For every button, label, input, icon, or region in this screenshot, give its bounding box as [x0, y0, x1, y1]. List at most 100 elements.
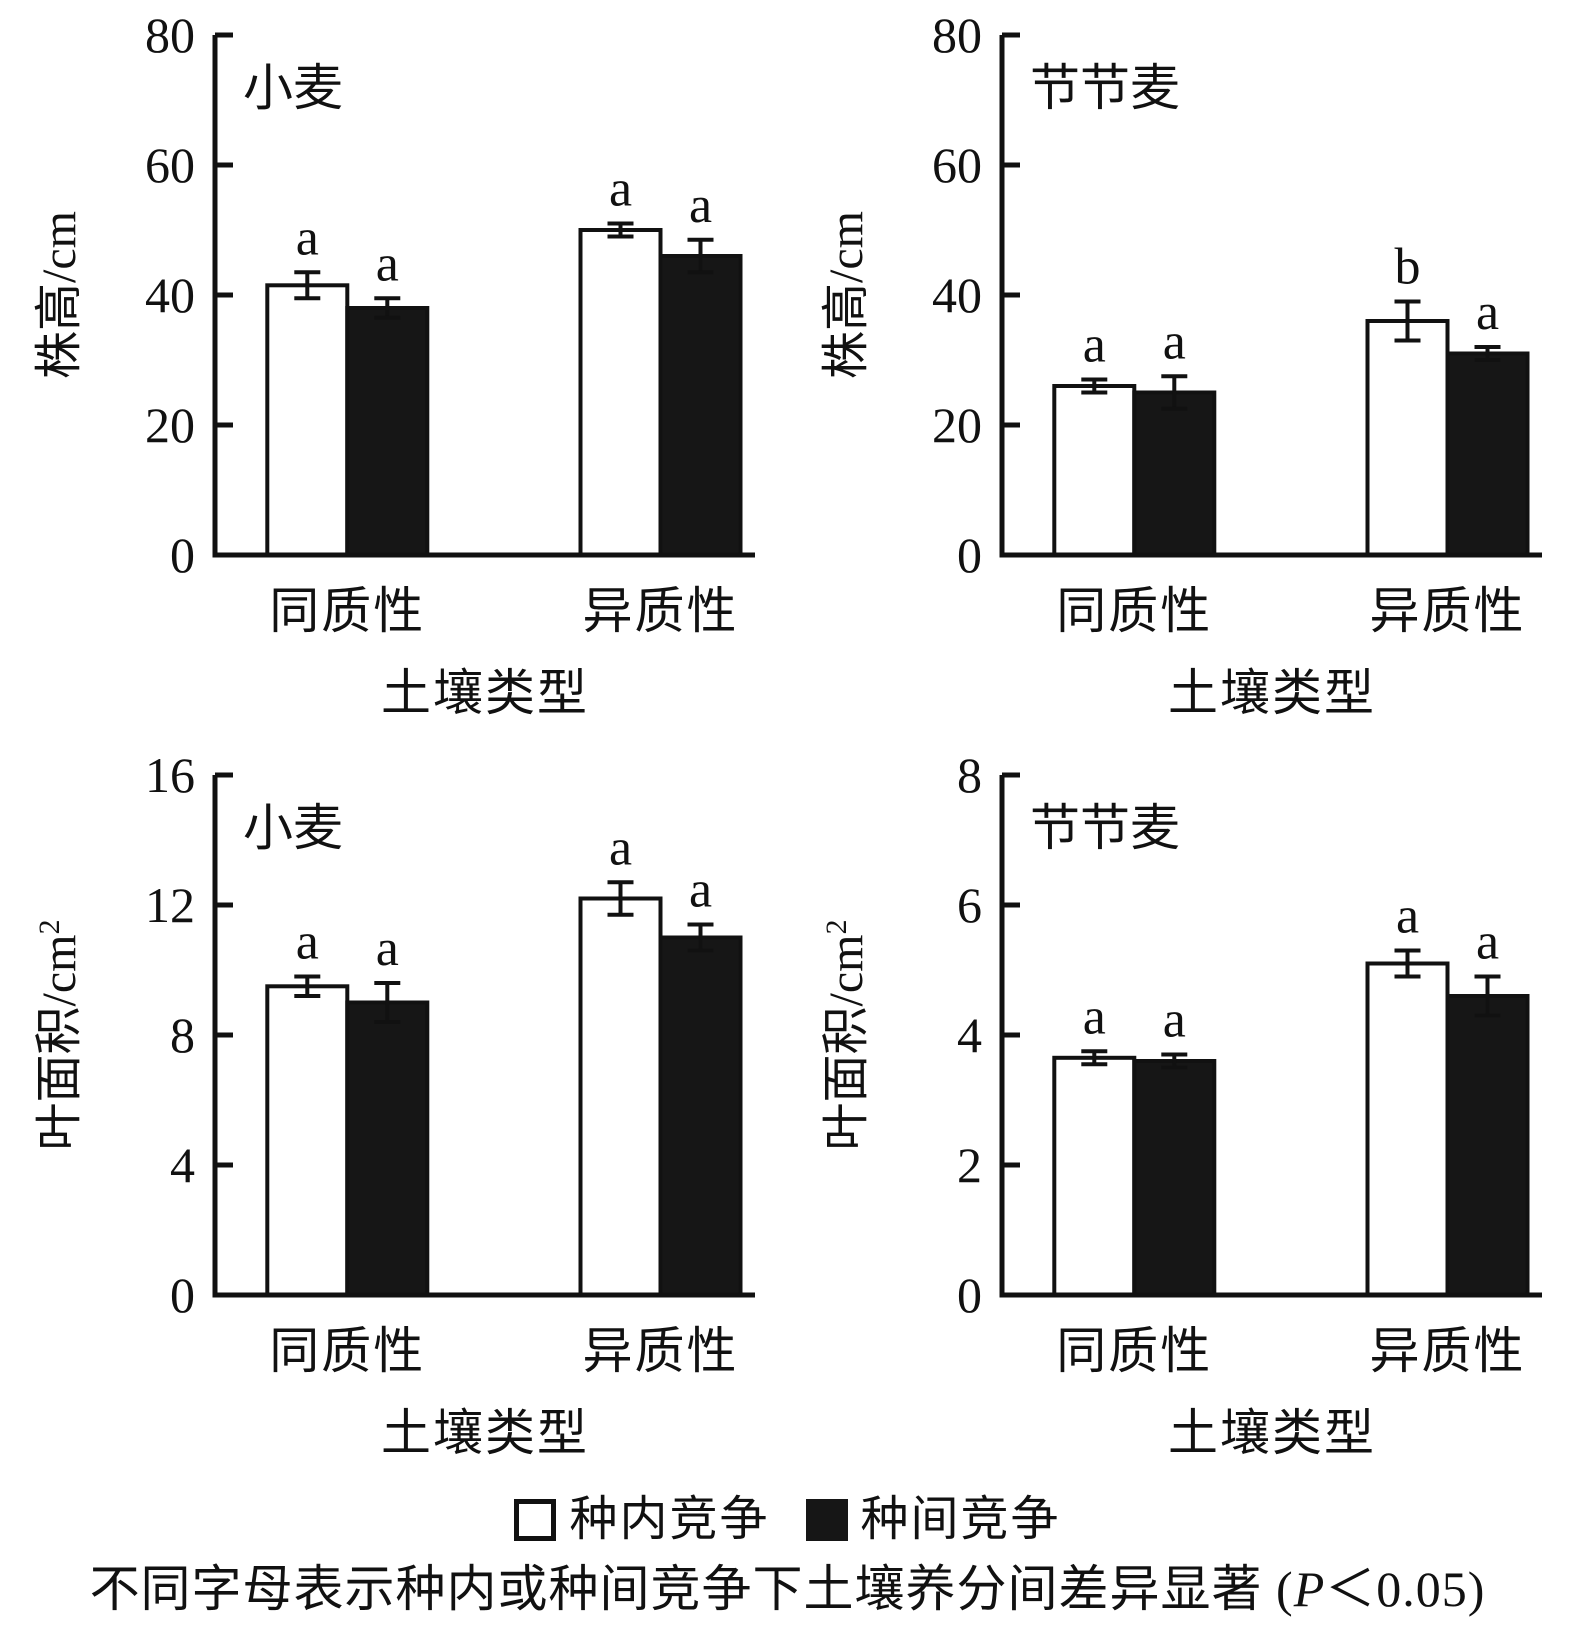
- bar-intraspecific-1: [578, 228, 663, 557]
- error-bar-interspecific-0: [1161, 1052, 1188, 1070]
- x-category-label-0: 同质性: [269, 583, 425, 639]
- bar-interspecific-1: [1445, 351, 1530, 557]
- bar-intraspecific-0: [1052, 384, 1137, 557]
- error-bar-interspecific-0: [1161, 374, 1188, 411]
- error-bar-interspecific-1: [1474, 974, 1501, 1018]
- y-tick-label-4: 4: [957, 1007, 982, 1063]
- sig-letter-intraspecific-0: a: [1083, 988, 1106, 1045]
- sig-letter-interspecific-0: a: [376, 235, 399, 292]
- error-bar-interspecific-1: [687, 922, 714, 953]
- bar-intraspecific-1: [578, 896, 663, 1297]
- axes: [212, 35, 755, 558]
- sig-letter-interspecific-1: a: [1476, 284, 1499, 341]
- sig-letter-intraspecific-1: b: [1395, 239, 1421, 296]
- axes: [999, 35, 1542, 558]
- error-bar-interspecific-1: [687, 237, 714, 275]
- x-axis-label: 土壤类型: [1168, 665, 1376, 721]
- caption-p-italic: P: [1293, 1561, 1326, 1617]
- panel-label: 小麦: [243, 800, 343, 856]
- sig-letter-interspecific-0: a: [1163, 313, 1186, 370]
- bar-intraspecific-0: [265, 283, 350, 558]
- caption-text: 不同字母表示种内或种间竞争下土壤养分间差异显著 (: [89, 1561, 1294, 1617]
- bar-interspecific-0: [345, 306, 430, 557]
- error-bar-intraspecific-0: [294, 974, 321, 998]
- interspecific-swatch-icon: [805, 1499, 848, 1541]
- error-bar-intraspecific-0: [294, 270, 321, 301]
- bar-interspecific-0: [1132, 1059, 1217, 1297]
- bar-interspecific-1: [658, 254, 743, 557]
- legend-item-intraspecific: 种内竞争: [514, 1496, 769, 1544]
- y-axis-label: 株高/cm: [820, 211, 873, 379]
- panel-label: 节节麦: [1030, 800, 1180, 856]
- x-category-label-1: 异质性: [1370, 583, 1526, 639]
- sig-letter-interspecific-1: a: [1476, 914, 1499, 971]
- axes: [999, 775, 1542, 1298]
- error-bar-intraspecific-1: [607, 221, 634, 239]
- y-axis-label: 株高/cm: [33, 211, 86, 379]
- y-tick-label-80: 80: [932, 7, 982, 63]
- sig-letter-intraspecific-1: a: [609, 161, 632, 218]
- bar-intraspecific-1: [1365, 319, 1450, 557]
- error-bar-intraspecific-0: [1081, 377, 1108, 395]
- bar-intraspecific-0: [265, 984, 350, 1298]
- x-category-label-1: 异质性: [583, 1323, 739, 1379]
- bar-interspecific-1: [658, 935, 743, 1297]
- bar-intraspecific-1: [1365, 961, 1450, 1297]
- y-axis-label: 叶面积/cm2: [33, 920, 86, 1151]
- sig-letter-intraspecific-0: a: [1083, 317, 1106, 374]
- bar-intraspecific-0: [1052, 1055, 1137, 1298]
- intraspecific-swatch-icon: [514, 1499, 557, 1541]
- figure-caption: 不同字母表示种内或种间竞争下土壤养分间差异显著 (P＜0.05): [0, 1560, 1575, 1626]
- sig-letter-intraspecific-0: a: [296, 914, 319, 971]
- legend: 种内竞争 种间竞争: [0, 1480, 1575, 1560]
- bar-interspecific-0: [1132, 390, 1217, 557]
- y-tick-label-2: 2: [957, 1137, 982, 1193]
- x-axis-label: 土壤类型: [381, 665, 589, 721]
- y-tick-label-12: 12: [145, 877, 195, 933]
- sig-letter-intraspecific-1: a: [609, 819, 632, 876]
- sig-letter-interspecific-0: a: [1163, 992, 1186, 1049]
- x-axis-label: 土壤类型: [381, 1405, 589, 1461]
- x-category-label-0: 同质性: [1056, 1323, 1212, 1379]
- legend-label-intraspecific: 种内竞争: [569, 1493, 770, 1546]
- x-category-label-0: 同质性: [269, 1323, 425, 1379]
- y-tick-label-20: 20: [932, 397, 982, 453]
- y-axis-label: 叶面积/cm2: [820, 920, 873, 1151]
- y-tick-label-80: 80: [145, 7, 195, 63]
- y-tick-label-0: 0: [957, 1267, 982, 1323]
- y-tick-label-0: 0: [170, 1267, 195, 1323]
- bar-interspecific-1: [1445, 994, 1530, 1297]
- y-tick-label-0: 0: [170, 527, 195, 583]
- x-axis-label: 土壤类型: [1168, 1405, 1376, 1461]
- sig-letter-intraspecific-0: a: [296, 209, 319, 266]
- sig-letter-intraspecific-1: a: [1396, 888, 1419, 945]
- sig-letter-interspecific-1: a: [689, 862, 712, 919]
- y-tick-label-60: 60: [145, 137, 195, 193]
- x-category-label-1: 异质性: [1370, 1323, 1526, 1379]
- y-tick-label-4: 4: [170, 1137, 195, 1193]
- y-tick-label-8: 8: [170, 1007, 195, 1063]
- panel-label: 节节麦: [1030, 60, 1180, 116]
- chart-panels: a a a a 0 20 40 60 80 株高/cm 小麦 同质性 异质性 土壤类型 a b a a 0 20 40…: [33, 7, 1542, 1461]
- error-bar-intraspecific-1: [1394, 948, 1421, 979]
- error-bar-interspecific-0: [374, 981, 401, 1024]
- y-tick-label-16: 16: [145, 747, 195, 803]
- error-bar-intraspecific-1: [1394, 299, 1421, 343]
- error-bar-interspecific-1: [1474, 345, 1501, 362]
- y-tick-label-40: 40: [145, 267, 195, 323]
- legend-label-interspecific: 种间竞争: [860, 1493, 1061, 1546]
- y-tick-label-20: 20: [145, 397, 195, 453]
- legend-item-interspecific: 种间竞争: [805, 1493, 1061, 1546]
- x-category-label-0: 同质性: [1056, 583, 1212, 639]
- panel-label: 小麦: [243, 60, 343, 116]
- y-tick-label-0: 0: [957, 527, 982, 583]
- sig-letter-interspecific-1: a: [689, 177, 712, 234]
- y-tick-label-40: 40: [932, 267, 982, 323]
- y-tick-label-60: 60: [932, 137, 982, 193]
- error-bar-intraspecific-0: [1081, 1049, 1108, 1067]
- axes: [212, 775, 755, 1298]
